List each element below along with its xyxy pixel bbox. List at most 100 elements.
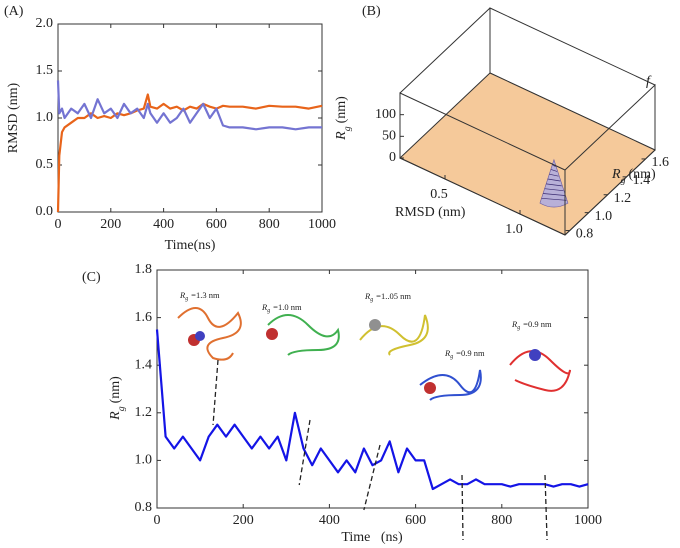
axis-label: Rg(nm) [611, 167, 656, 186]
panel-label: (C) [82, 270, 101, 285]
z-axis-label: f [646, 74, 652, 89]
x-tick-label: 600 [405, 513, 426, 528]
protein-structures [177, 307, 571, 401]
y-tick-label: 1.4 [633, 173, 651, 188]
x-tick-label: 800 [491, 513, 512, 528]
plot-frame [156, 269, 589, 509]
peak-stripe [544, 188, 564, 192]
subscript: g [116, 406, 127, 411]
x-tick-label: 0 [55, 217, 62, 232]
x-tick-label: 400 [319, 513, 340, 528]
peak-stripe [546, 183, 562, 187]
peak-stripe [549, 173, 559, 177]
box-edge [399, 7, 491, 94]
annotation-pointer [544, 474, 548, 541]
series-line [56, 80, 322, 131]
annotation: Rg =1.3 nm [179, 290, 220, 302]
y-tick-label: 0.5 [36, 157, 54, 172]
panel-label: (B) [362, 4, 381, 19]
axis-label: Rg(nm) [334, 96, 353, 141]
symbol: R [611, 167, 621, 182]
y-tick-label: 2.0 [36, 16, 54, 31]
x-tick-label: 600 [206, 217, 227, 232]
y-tick-label: 1.0 [36, 110, 54, 125]
annotation-pointer [298, 419, 311, 486]
peak-stripe [541, 197, 567, 201]
ligand [424, 382, 436, 394]
unit: =1.3 nm [191, 290, 220, 300]
z-tick-label: 100 [375, 107, 396, 122]
unit: =1.0 nm [273, 302, 302, 312]
x-axis-label: Time(ns) [165, 238, 216, 253]
annotation: Rg =1.0 nm [261, 302, 302, 314]
peak [539, 158, 569, 208]
y-tick-label: 1.8 [135, 262, 153, 277]
unit: (nm) [628, 167, 656, 182]
x-tick-label: 1.0 [505, 222, 523, 237]
x-tick-label: 400 [153, 217, 174, 232]
x-axis-label: Time (ns) [341, 530, 403, 545]
symbol: R [511, 319, 518, 329]
y-tick-label: 1.0 [595, 209, 613, 224]
subscript: g [517, 325, 520, 331]
protein [359, 314, 429, 356]
x-tick-label: 200 [100, 217, 121, 232]
annotation: Rg =0.9 nm [444, 348, 485, 360]
protein [419, 369, 482, 401]
axis-label: Rg (nm) [108, 376, 127, 421]
y-tick-label: 1.4 [135, 357, 153, 372]
annotation: Rg =1..05 nm [364, 291, 411, 303]
symbol: R [108, 411, 123, 421]
peak-stripe [543, 193, 565, 196]
subscript: g [370, 297, 373, 303]
peak-stripe [552, 164, 556, 167]
subscript: g [342, 126, 353, 131]
x-tick-label: 800 [259, 217, 280, 232]
annotation: Rg =0.9 nm [511, 319, 552, 331]
annotation-pointer [363, 444, 381, 511]
x-tick-label: 1000 [308, 217, 336, 232]
protein [267, 314, 340, 356]
z-tick-label: 0 [389, 150, 396, 165]
annotation-pointer [212, 359, 219, 426]
unit: =0.9 nm [523, 319, 552, 329]
ligand [195, 331, 205, 341]
z-tick-label: 50 [382, 129, 396, 144]
series-line [155, 329, 589, 491]
y-axis-label: RMSD (nm) [6, 82, 21, 153]
y-tick-label: 0.8 [576, 227, 594, 242]
x-axis-label: RMSD (nm) [395, 205, 466, 220]
y-tick-label: 1.0 [135, 453, 153, 468]
ligand [266, 328, 278, 340]
peak-stripe [547, 178, 561, 182]
x-tick-label: 200 [233, 513, 254, 528]
unit: =0.9 nm [456, 348, 485, 358]
subscript: g [621, 175, 626, 186]
y-tick-label: 1.6 [652, 155, 670, 170]
x-tick-label: 1000 [574, 513, 602, 528]
subscript: g [450, 354, 453, 360]
y-tick-label: 1.2 [135, 405, 153, 420]
subscript: g [185, 296, 188, 302]
symbol: R [334, 131, 349, 141]
ligand [369, 319, 381, 331]
annotation-pointer [461, 474, 464, 541]
x-tick-label: 0.5 [430, 187, 448, 202]
y-tick-label: 1.2 [614, 191, 632, 206]
symbol: R [179, 290, 186, 300]
y-tick-label: 0.8 [135, 500, 153, 515]
unit: =1..05 nm [376, 291, 411, 301]
subscript: g [267, 308, 270, 314]
protein [177, 307, 242, 361]
y-tick-label: 1.5 [36, 63, 54, 78]
symbol: R [444, 348, 451, 358]
symbol: R [261, 302, 268, 312]
ligand [529, 349, 541, 361]
panel-label: (A) [4, 4, 24, 19]
symbol: R [364, 291, 371, 301]
x-tick-label: 0 [154, 513, 161, 528]
y-tick-label: 0.0 [36, 204, 54, 219]
unit: (nm) [108, 376, 123, 404]
y-tick-label: 1.6 [135, 310, 153, 325]
